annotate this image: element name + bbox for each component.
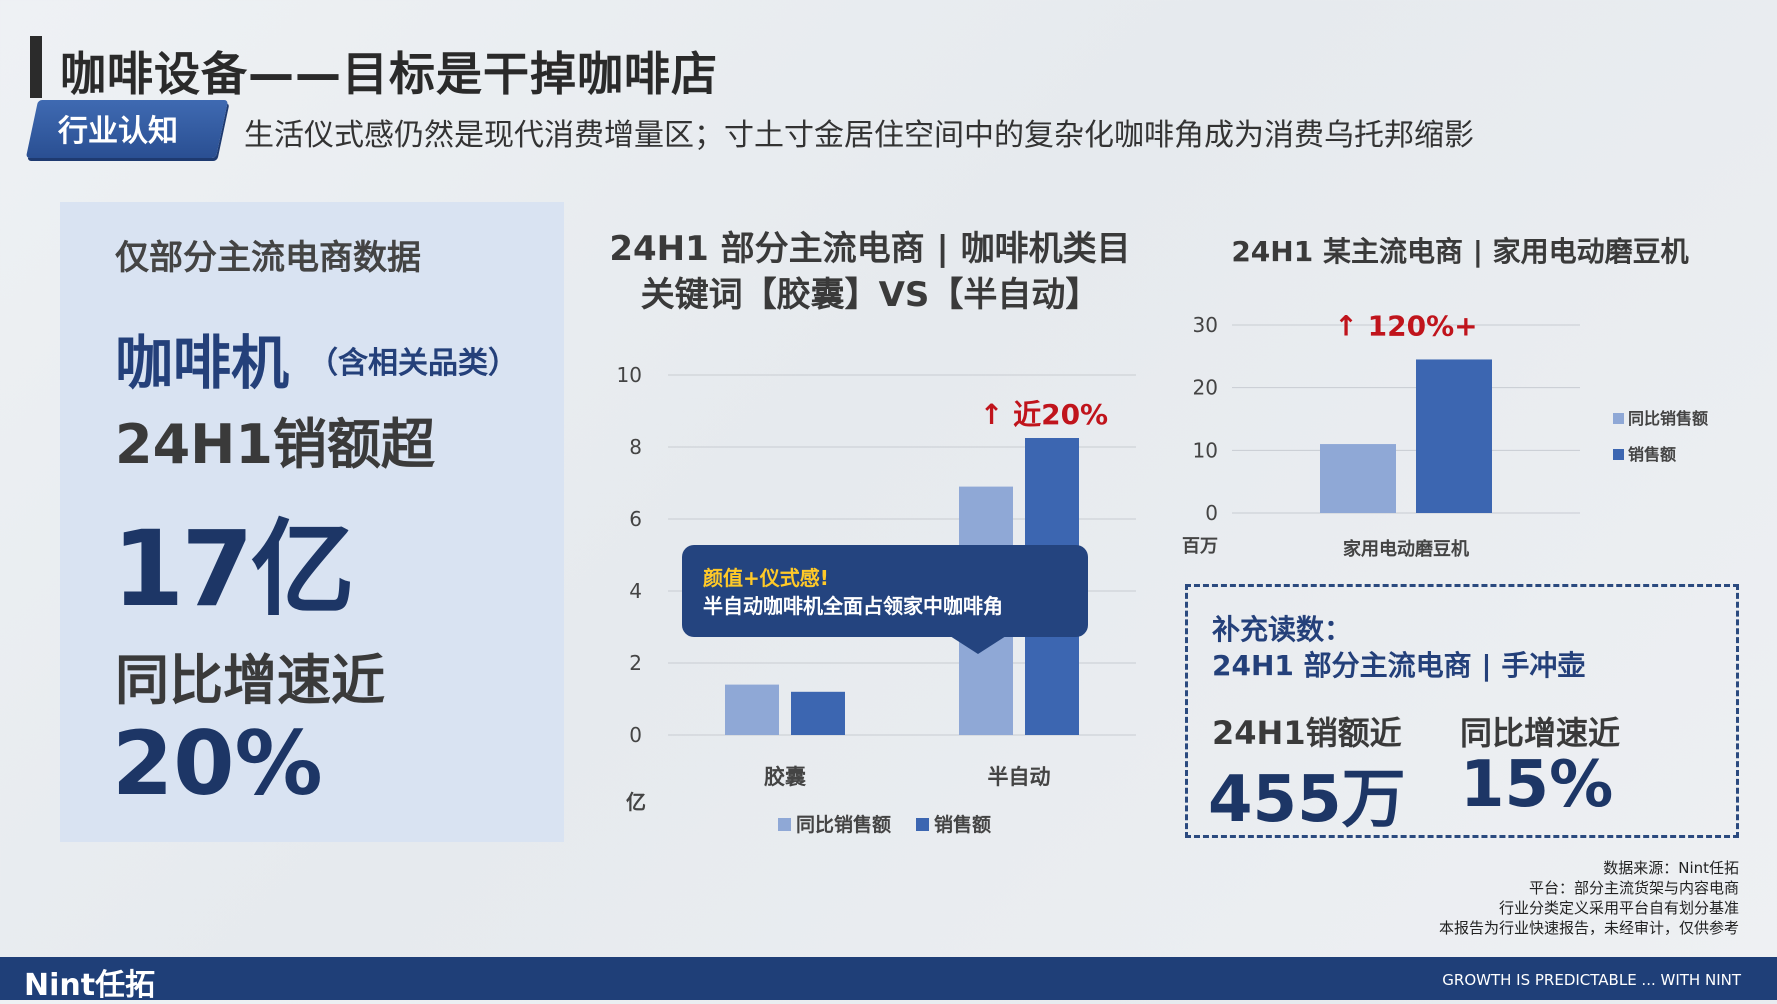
summary-panel — [60, 202, 564, 842]
footer-bar — [0, 957, 1777, 1000]
source-note: 数据来源：Nint任拓 — [1603, 859, 1739, 877]
chart1-y-tick: 2 — [629, 651, 642, 675]
supplement-sales-value: 455万 — [1208, 763, 1406, 837]
summary-growth-label: 同比增速近 — [115, 649, 385, 712]
chart2-legend-swatch — [1613, 449, 1624, 460]
summary-sales-label: 24H1销额超 — [115, 413, 435, 476]
supplement-growth-label: 同比增速近 — [1460, 714, 1621, 752]
chart1-annotation: ↑ 近20% — [980, 398, 1108, 431]
source-note: 平台：部分主流货架与内容电商 — [1528, 879, 1739, 897]
chart1-bar — [725, 684, 779, 735]
chart2-title: 24H1 某主流电商 | 家用电动磨豆机 — [1231, 235, 1689, 268]
chart1-title: 24H1 部分主流电商 | 咖啡机类目 关键词【胶囊】VS【半自动】 — [609, 229, 1131, 315]
summary-growth-value: 20% — [112, 712, 323, 815]
callout-text: 半自动咖啡机全面占领家中咖啡角 — [703, 594, 1003, 618]
chart2-category-label: 家用电动磨豆机 — [1343, 538, 1469, 560]
callout-pointer — [950, 636, 1006, 654]
chart1-legend-label: 销售额 — [934, 813, 991, 836]
chart2-y-unit: 百万 — [1182, 536, 1218, 557]
summary-product: 咖啡机 — [115, 329, 290, 397]
chart1-y-tick: 10 — [617, 363, 642, 387]
chart1-y-tick: 4 — [629, 579, 642, 603]
chart2-y-tick: 20 — [1193, 376, 1218, 400]
summary-sales-value: 17亿 — [112, 508, 355, 630]
supplement-box — [1185, 584, 1739, 838]
page-subtitle: 生活仪式感仍然是现代消费增量区；寸土寸金居住空间中的复杂化咖啡角成为消费乌托邦缩… — [244, 118, 1474, 153]
source-note: 本报告为行业快速报告，未经审计，仅供参考 — [1438, 919, 1739, 937]
chart1-category-label: 半自动 — [988, 765, 1051, 789]
supplement-growth-value: 15% — [1460, 748, 1614, 822]
page-title: 咖啡设备——目标是干掉咖啡店 — [60, 47, 718, 101]
chart2-legend-swatch — [1613, 413, 1624, 424]
chart2-bar — [1416, 359, 1492, 513]
chart1-legend-swatch — [916, 818, 929, 831]
callout-highlight: 颜值+仪式感! — [703, 566, 829, 590]
chart1-y-unit: 亿 — [626, 790, 646, 814]
category-tag: 行业认知 — [58, 114, 178, 149]
chart2-annotation: ↑ 120%+ — [1334, 309, 1477, 342]
summary-product-sub: （含相关品类） — [308, 346, 518, 381]
callout-box — [682, 545, 1088, 637]
chart2-y-tick: 0 — [1205, 501, 1218, 525]
chart1-legend-swatch — [778, 818, 791, 831]
supplement-title: 补充读数： — [1212, 613, 1353, 646]
chart1-category-label: 胶囊 — [764, 765, 806, 789]
title-accent-bar — [30, 36, 42, 98]
chart1-bar — [791, 691, 845, 735]
chart1-legend-label: 同比销售额 — [796, 813, 891, 836]
source-note: 行业分类定义采用平台自有划分基准 — [1498, 899, 1739, 917]
source-notes: 数据来源：Nint任拓 平台：部分主流货架与内容电商 行业分类定义采用平台自有划… — [1439, 858, 1739, 938]
chart2-legend-label: 同比销售额 — [1628, 409, 1708, 428]
footer-slogan: GROWTH IS PREDICTABLE ... WITH NINT — [1442, 971, 1741, 989]
chart1-y-tick: 8 — [629, 435, 642, 459]
supplement-sales-label: 24H1销额近 — [1212, 714, 1402, 752]
footer-logo: Nint任拓 — [24, 968, 156, 1003]
chart2-y-tick: 10 — [1193, 438, 1218, 462]
chart2-legend-label: 销售额 — [1628, 445, 1676, 464]
chart2-y-tick: 30 — [1193, 313, 1218, 337]
summary-note: 仅部分主流电商数据 — [115, 238, 421, 278]
chart1-y-tick: 6 — [629, 507, 642, 531]
chart2-bar — [1320, 444, 1396, 513]
supplement-subtitle: 24H1 部分主流电商 | 手冲壶 — [1212, 649, 1586, 682]
chart1-y-tick: 0 — [629, 723, 642, 747]
